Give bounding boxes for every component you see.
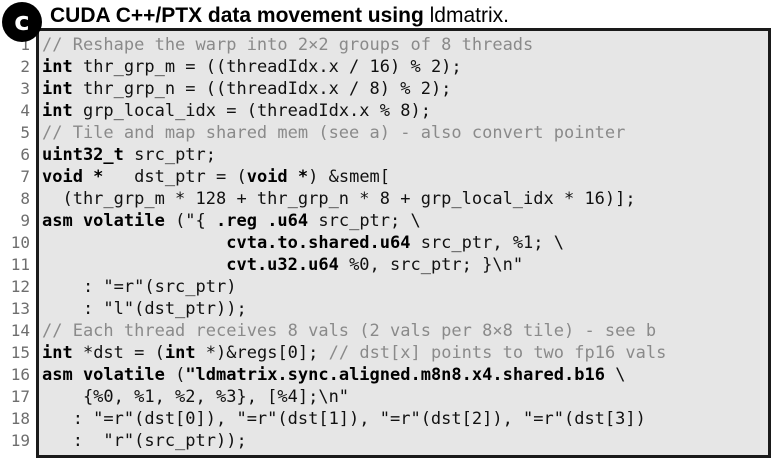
code-text: src_ptr; bbox=[123, 145, 217, 165]
line-number: 19 bbox=[10, 431, 30, 450]
code-line: cvta.to.shared.u64 src_ptr, %1; \ bbox=[42, 232, 768, 254]
title-bold-text: CUDA C++/PTX data movement using bbox=[50, 4, 424, 27]
title-regular-text: ldmatrix. bbox=[423, 4, 509, 27]
code-line: int thr_grp_n = ((threadIdx.x / 8) % 2); bbox=[42, 78, 768, 100]
code-line: int *dst = (int *)&regs[0]; // dst[x] po… bbox=[42, 342, 768, 364]
code-text: {%0, %1, %2, %3}, [%4];\n" bbox=[42, 387, 350, 407]
line-number: 12 bbox=[10, 277, 30, 296]
code-keyword: cvt.u32.u64 bbox=[226, 255, 339, 275]
code-line: cvt.u32.u64 %0, src_ptr; }\n" bbox=[42, 254, 768, 276]
line-number-gutter: 1 2 3 4 5 6 7 8 9 10 11 12 13 14 15 16 17 18 19 bbox=[0, 34, 34, 452]
code-line: : "l"(dst_ptr)); bbox=[42, 298, 768, 320]
line-number: 13 bbox=[10, 299, 30, 318]
line-number: 7 bbox=[20, 167, 30, 186]
code-keyword: "ldmatrix.sync.aligned.m8n8.x4.shared.b1… bbox=[185, 365, 605, 385]
line-number: 11 bbox=[10, 255, 30, 274]
panel-label-badge: c bbox=[2, 2, 42, 42]
line-number: 14 bbox=[10, 321, 30, 340]
line-number: 10 bbox=[10, 233, 30, 252]
code-text: ) &smem[ bbox=[308, 167, 391, 187]
code-keyword: int bbox=[42, 101, 73, 121]
code-line: {%0, %1, %2, %3}, [%4];\n" bbox=[42, 386, 768, 408]
line-number: 2 bbox=[20, 57, 30, 76]
line-number: 8 bbox=[20, 189, 30, 208]
line-number: 17 bbox=[10, 387, 30, 406]
code-keyword: int bbox=[164, 343, 196, 363]
code-comment: // Reshape the warp into 2×2 groups of 8… bbox=[42, 35, 534, 55]
code-line: asm volatile ("{ .reg .u64 src_ptr; \ bbox=[42, 210, 768, 232]
code-line: : "r"(src_ptr)); bbox=[42, 430, 768, 452]
line-number: 1 bbox=[20, 35, 30, 54]
code-line: (thr_grp_m * 128 + thr_grp_n * 8 + grp_l… bbox=[42, 188, 768, 210]
code-keyword: void * bbox=[246, 167, 309, 187]
code-text: dst_ptr = ( bbox=[103, 167, 247, 187]
line-number: 15 bbox=[10, 343, 30, 362]
code-line: // Tile and map shared mem (see a) - als… bbox=[42, 122, 768, 144]
code-text: thr_grp_n = ((threadIdx.x / 8) % 2); bbox=[72, 79, 452, 99]
code-text: : "=r"(dst[0]), "=r"(dst[1]), "=r"(dst[2… bbox=[42, 409, 646, 429]
code-comment: // Tile and map shared mem (see a) - als… bbox=[42, 123, 626, 143]
code-text: : "=r"(src_ptr) bbox=[42, 277, 237, 297]
code-text: ("{ bbox=[164, 211, 217, 231]
line-number: 16 bbox=[10, 365, 30, 384]
code-line: // Reshape the warp into 2×2 groups of 8… bbox=[42, 34, 768, 56]
code-keyword: int bbox=[42, 79, 73, 99]
figure-title: CUDA C++/PTX data movement using ldmatri… bbox=[50, 4, 509, 28]
code-line: // Each thread receives 8 vals (2 vals p… bbox=[42, 320, 768, 342]
code-line: : "=r"(dst[0]), "=r"(dst[1]), "=r"(dst[2… bbox=[42, 408, 768, 430]
code-text: grp_local_idx = (threadIdx.x % 8); bbox=[72, 101, 431, 121]
code-text: *)&regs[0]; bbox=[195, 343, 329, 363]
code-line: int grp_local_idx = (threadIdx.x % 8); bbox=[42, 100, 768, 122]
code-listing: // Reshape the warp into 2×2 groups of 8… bbox=[42, 34, 768, 452]
code-block bbox=[36, 28, 771, 458]
code-text: ( bbox=[164, 365, 186, 385]
code-text bbox=[42, 233, 226, 253]
code-line: asm volatile ("ldmatrix.sync.aligned.m8n… bbox=[42, 364, 768, 386]
code-line: void * dst_ptr = (void *) &smem[ bbox=[42, 166, 768, 188]
line-number: 3 bbox=[20, 79, 30, 98]
code-keyword: asm volatile bbox=[42, 211, 165, 231]
code-keyword: int bbox=[42, 57, 73, 77]
code-comment: // Each thread receives 8 vals (2 vals p… bbox=[42, 321, 657, 341]
code-keyword: asm volatile bbox=[42, 365, 165, 385]
code-text: : "l"(dst_ptr)); bbox=[42, 299, 247, 319]
line-number: 5 bbox=[20, 123, 30, 142]
code-text: %0, src_ptr; }\n" bbox=[338, 255, 524, 275]
code-keyword: .reg .u64 bbox=[216, 211, 309, 231]
code-comment: // dst[x] points to two fp16 vals bbox=[328, 343, 667, 363]
code-text bbox=[42, 255, 226, 275]
line-number: 9 bbox=[20, 211, 30, 230]
code-text: : "r"(src_ptr)); bbox=[42, 431, 247, 451]
code-line: int thr_grp_m = ((threadIdx.x / 16) % 2)… bbox=[42, 56, 768, 78]
code-keyword: cvta.to.shared.u64 bbox=[226, 233, 411, 253]
code-text: \ bbox=[604, 365, 626, 385]
code-text: *dst = ( bbox=[72, 343, 165, 363]
code-text: thr_grp_m = ((threadIdx.x / 16) % 2); bbox=[72, 57, 462, 77]
code-keyword: int bbox=[42, 343, 73, 363]
code-line: : "=r"(src_ptr) bbox=[42, 276, 768, 298]
code-text: (thr_grp_m * 128 + thr_grp_n * 8 + grp_l… bbox=[42, 189, 636, 209]
code-text: src_ptr, %1; \ bbox=[410, 233, 564, 253]
code-line: uint32_t src_ptr; bbox=[42, 144, 768, 166]
line-number: 4 bbox=[20, 101, 30, 120]
line-number: 18 bbox=[10, 409, 30, 428]
code-keyword: void * bbox=[42, 167, 104, 187]
code-text: src_ptr; \ bbox=[308, 211, 421, 231]
code-keyword: uint32_t bbox=[42, 145, 124, 165]
line-number: 6 bbox=[20, 145, 30, 164]
